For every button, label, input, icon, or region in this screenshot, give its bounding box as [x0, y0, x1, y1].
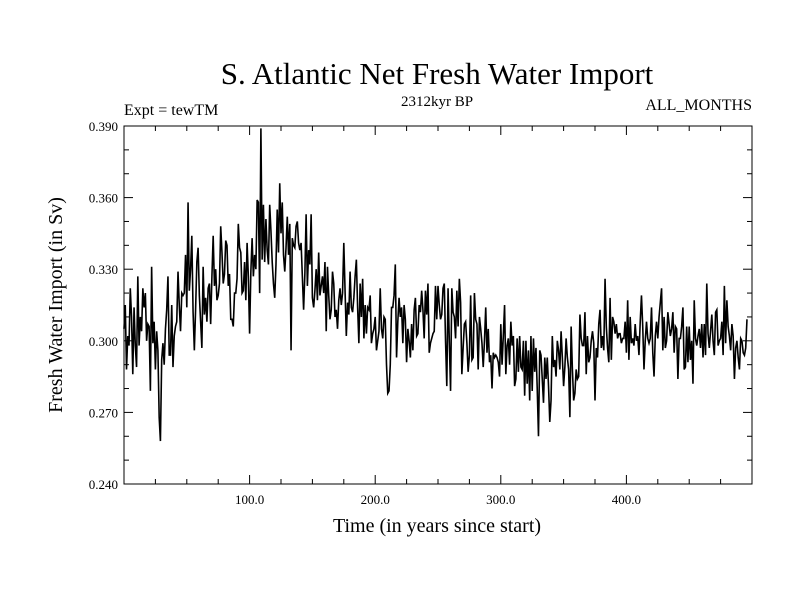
y-tick-label: 0.330	[89, 262, 118, 277]
x-axis-label: Time (in years since start)	[333, 515, 541, 537]
y-tick-label: 0.270	[89, 405, 118, 420]
chart-subtitle-right: ALL_MONTHS	[645, 97, 752, 114]
x-tick-label: 100.0	[235, 492, 264, 507]
x-tick-label: 400.0	[612, 492, 641, 507]
y-tick-label: 0.300	[89, 334, 118, 349]
y-axis-label: Fresh Water Import (in Sv)	[45, 197, 67, 413]
chart-subtitle-center: 2312kyr BP	[401, 94, 473, 110]
x-tick-label: 200.0	[361, 492, 390, 507]
y-tick-label: 0.390	[89, 119, 118, 134]
chart-title: S. Atlantic Net Fresh Water Import	[221, 56, 654, 91]
x-tick-label: 300.0	[486, 492, 515, 507]
chart-subtitle-left: Expt = tewTM	[124, 102, 218, 119]
series-line	[123, 128, 748, 442]
y-tick-label: 0.240	[89, 477, 118, 492]
y-tick-label: 0.360	[89, 191, 118, 206]
plot-area: 0.240 0.270 0.300 0.330 0.360 0.390 100.0 200.0…	[89, 119, 753, 507]
